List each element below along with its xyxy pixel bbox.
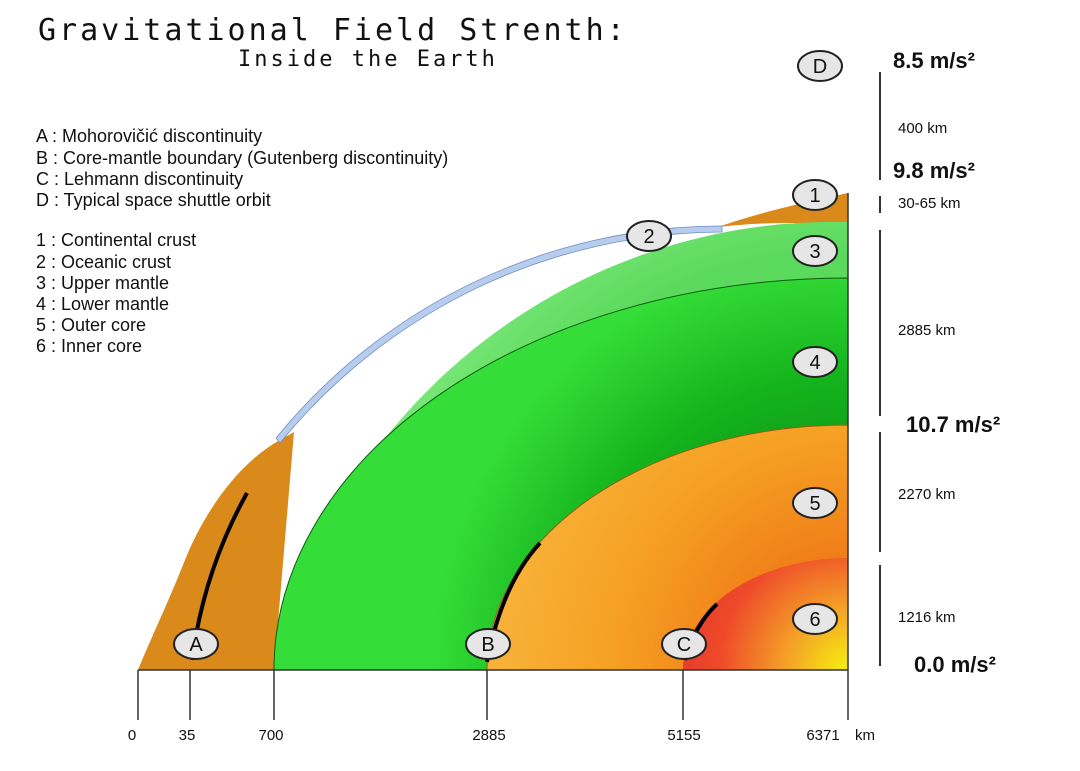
gravity-value-cmb: 10.7 m/s² [906, 412, 1000, 437]
legend-item-C: C : Lehmann discontinuity [36, 169, 243, 189]
marker-6-label: 6 [809, 609, 820, 631]
gravity-value-center: 0.0 m/s² [914, 652, 996, 677]
legend-item-1: 1 : Continental crust [36, 230, 196, 250]
legend-item-3: 3 : Upper mantle [36, 273, 169, 293]
legend-discontinuities: A : Mohorovičić discontinuity B : Core-m… [36, 126, 448, 210]
marker-B-label: B [481, 634, 494, 656]
depth-axis: 0 35 700 2885 5155 6371 km [128, 193, 875, 744]
thickness-label-outer-core: 2270 km [898, 486, 956, 503]
tick-label-6371: 6371 [806, 727, 839, 744]
continental-crust-left [138, 432, 294, 670]
legend-item-A: A : Mohorovičić discontinuity [36, 126, 262, 146]
marker-4: 4 [792, 346, 838, 378]
diagram-subtitle: Inside the Earth [238, 47, 498, 72]
legend-item-D: D : Typical space shuttle orbit [36, 190, 271, 210]
tick-label-2885: 2885 [472, 727, 505, 744]
legend-item-4: 4 : Lower mantle [36, 294, 169, 314]
tick-label-700: 700 [258, 727, 283, 744]
legend-item-5: 5 : Outer core [36, 315, 146, 335]
marker-C-label: C [677, 634, 691, 656]
thickness-label-orbit: 400 km [898, 120, 947, 137]
marker-A-label: A [189, 634, 203, 656]
marker-3-label: 3 [809, 241, 820, 263]
inner-core [683, 558, 848, 670]
gravity-value-surface: 9.8 m/s² [893, 158, 975, 183]
tick-label-0: 0 [128, 727, 136, 744]
marker-1: 1 [792, 179, 838, 211]
thickness-label-mantle: 2885 km [898, 322, 956, 339]
diagram-title: Gravitational Field Strenth: [38, 13, 628, 48]
thickness-label-crust: 30-65 km [898, 195, 961, 212]
oceanic-crust [275, 225, 723, 444]
marker-5-label: 5 [809, 493, 820, 515]
marker-2-label: 2 [643, 226, 654, 248]
thickness-label-inner-core: 1216 km [898, 609, 956, 626]
legend-item-2: 2 : Oceanic crust [36, 252, 171, 272]
tick-label-35: 35 [179, 727, 196, 744]
marker-C: C [661, 628, 707, 660]
legend-item-B: B : Core-mantle boundary (Gutenberg disc… [36, 148, 448, 168]
marker-D: D [797, 50, 843, 82]
axis-unit-label: km [855, 727, 875, 744]
marker-5: 5 [792, 487, 838, 519]
marker-4-label: 4 [809, 352, 820, 374]
tick-label-5155: 5155 [667, 727, 700, 744]
marker-B: B [465, 628, 511, 660]
marker-A: A [173, 628, 219, 660]
legend-item-6: 6 : Inner core [36, 336, 142, 356]
marker-D-label: D [813, 56, 827, 78]
marker-1-label: 1 [809, 185, 820, 207]
legend-layers: 1 : Continental crust 2 : Oceanic crust … [36, 230, 196, 356]
marker-2: 2 [626, 220, 672, 252]
gravity-value-orbit: 8.5 m/s² [893, 48, 975, 73]
marker-6: 6 [792, 603, 838, 635]
marker-3: 3 [792, 235, 838, 267]
